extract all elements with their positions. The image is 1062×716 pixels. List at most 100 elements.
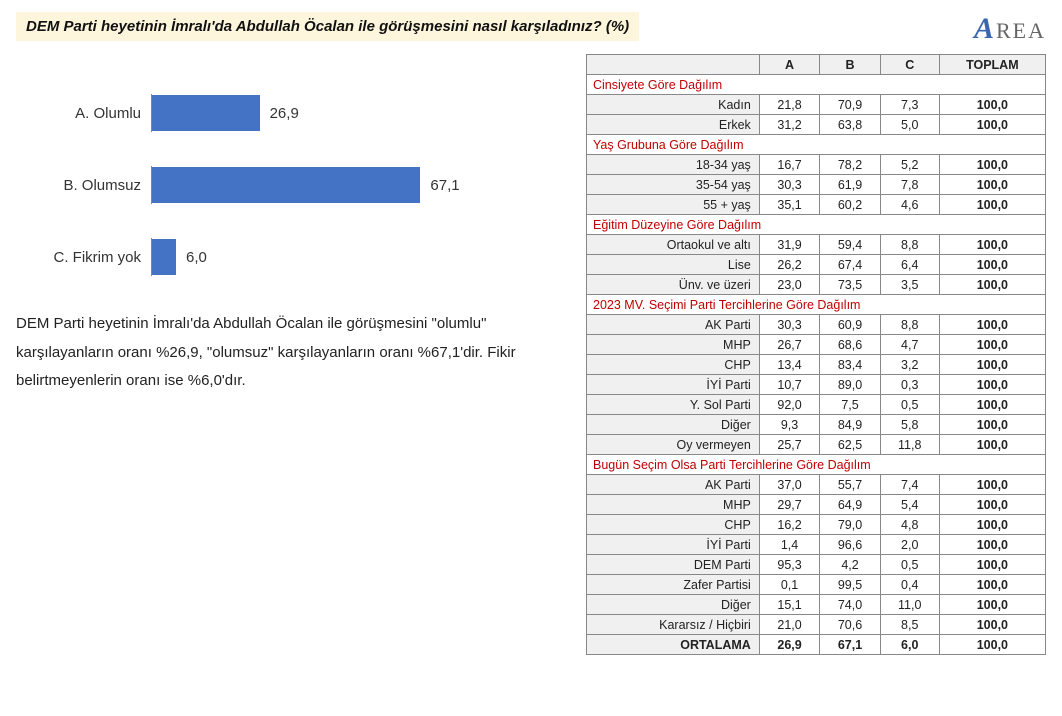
table-row: DEM Parti95,34,20,5100,0 <box>587 555 1046 575</box>
cell-b: 63,8 <box>820 115 880 135</box>
cell-total: 100,0 <box>939 315 1045 335</box>
bar-fill <box>152 239 176 275</box>
cell-a: 16,2 <box>759 515 819 535</box>
cell-total: 100,0 <box>939 395 1045 415</box>
cell-c: 7,4 <box>880 475 939 495</box>
cell-c: 0,4 <box>880 575 939 595</box>
bar-track: 6,0 <box>151 238 566 276</box>
bar-chart: A. Olumlu26,9 B. Olumsuz67,1 C. Fikrim yok… <box>16 94 566 276</box>
logo-rest: REA <box>996 18 1046 43</box>
section-header: 2023 MV. Seçimi Parti Tercihlerine Göre … <box>587 295 1046 315</box>
bar-label: C. Fikrim yok <box>16 249 151 266</box>
bar-row: A. Olumlu26,9 <box>16 94 566 132</box>
logo-letter: A <box>974 12 996 45</box>
table-row: MHP29,764,95,4100,0 <box>587 495 1046 515</box>
table-row: MHP26,768,64,7100,0 <box>587 335 1046 355</box>
row-label: 18-34 yaş <box>587 155 760 175</box>
cell-total: 100,0 <box>939 515 1045 535</box>
summary-text: DEM Parti heyetinin İmralı'da Abdullah Ö… <box>16 310 566 396</box>
avg-label: ORTALAMA <box>587 635 760 655</box>
cell-total: 100,0 <box>939 615 1045 635</box>
section-header: Bugün Seçim Olsa Parti Tercihlerine Göre… <box>587 455 1046 475</box>
cell-total: 100,0 <box>939 255 1045 275</box>
avg-b: 67,1 <box>820 635 880 655</box>
cell-total: 100,0 <box>939 115 1045 135</box>
cell-b: 99,5 <box>820 575 880 595</box>
cell-b: 79,0 <box>820 515 880 535</box>
cell-total: 100,0 <box>939 595 1045 615</box>
cell-c: 5,2 <box>880 155 939 175</box>
cell-b: 61,9 <box>820 175 880 195</box>
cell-a: 92,0 <box>759 395 819 415</box>
cell-total: 100,0 <box>939 555 1045 575</box>
cell-total: 100,0 <box>939 235 1045 255</box>
table-row: 18-34 yaş16,778,25,2100,0 <box>587 155 1046 175</box>
cell-c: 3,5 <box>880 275 939 295</box>
table-row: CHP16,279,04,8100,0 <box>587 515 1046 535</box>
table-row: Diğer15,174,011,0100,0 <box>587 595 1046 615</box>
cell-b: 74,0 <box>820 595 880 615</box>
table-row: AK Parti30,360,98,8100,0 <box>587 315 1046 335</box>
cell-c: 11,8 <box>880 435 939 455</box>
cell-b: 83,4 <box>820 355 880 375</box>
col-header <box>587 55 760 75</box>
cell-c: 4,7 <box>880 335 939 355</box>
cell-b: 70,9 <box>820 95 880 115</box>
cell-c: 11,0 <box>880 595 939 615</box>
cell-c: 7,8 <box>880 175 939 195</box>
cell-total: 100,0 <box>939 415 1045 435</box>
cell-c: 5,8 <box>880 415 939 435</box>
row-label: Ünv. ve üzeri <box>587 275 760 295</box>
row-label: DEM Parti <box>587 555 760 575</box>
cell-b: 60,2 <box>820 195 880 215</box>
table-row: Erkek31,263,85,0100,0 <box>587 115 1046 135</box>
cell-a: 26,7 <box>759 335 819 355</box>
row-label: Oy vermeyen <box>587 435 760 455</box>
cell-b: 7,5 <box>820 395 880 415</box>
avg-c: 6,0 <box>880 635 939 655</box>
cell-c: 0,3 <box>880 375 939 395</box>
cell-b: 73,5 <box>820 275 880 295</box>
cell-total: 100,0 <box>939 375 1045 395</box>
avg-a: 26,9 <box>759 635 819 655</box>
cell-b: 89,0 <box>820 375 880 395</box>
cell-a: 21,8 <box>759 95 819 115</box>
cell-b: 78,2 <box>820 155 880 175</box>
bar-row: B. Olumsuz67,1 <box>16 166 566 204</box>
table-row: İYİ Parti1,496,62,0100,0 <box>587 535 1046 555</box>
row-label: CHP <box>587 515 760 535</box>
cell-a: 23,0 <box>759 275 819 295</box>
cell-a: 1,4 <box>759 535 819 555</box>
cell-total: 100,0 <box>939 275 1045 295</box>
cell-a: 31,9 <box>759 235 819 255</box>
col-header: C <box>880 55 939 75</box>
cell-b: 96,6 <box>820 535 880 555</box>
row-label: 35-54 yaş <box>587 175 760 195</box>
cell-a: 0,1 <box>759 575 819 595</box>
cell-c: 0,5 <box>880 555 939 575</box>
cell-b: 60,9 <box>820 315 880 335</box>
cell-c: 8,5 <box>880 615 939 635</box>
table-row: 35-54 yaş30,361,97,8100,0 <box>587 175 1046 195</box>
cell-a: 30,3 <box>759 175 819 195</box>
cell-a: 16,7 <box>759 155 819 175</box>
cell-c: 4,8 <box>880 515 939 535</box>
cell-a: 37,0 <box>759 475 819 495</box>
section-header: Cinsiyete Göre Dağılım <box>587 75 1046 95</box>
col-header: TOPLAM <box>939 55 1045 75</box>
bar-fill <box>152 95 260 131</box>
cell-b: 59,4 <box>820 235 880 255</box>
cell-a: 31,2 <box>759 115 819 135</box>
cell-c: 7,3 <box>880 95 939 115</box>
bar-value: 26,9 <box>270 105 299 122</box>
bar-track: 67,1 <box>151 166 566 204</box>
cell-a: 15,1 <box>759 595 819 615</box>
cell-a: 21,0 <box>759 615 819 635</box>
cell-total: 100,0 <box>939 575 1045 595</box>
row-label: MHP <box>587 335 760 355</box>
row-label: İYİ Parti <box>587 375 760 395</box>
cell-c: 4,6 <box>880 195 939 215</box>
cell-b: 84,9 <box>820 415 880 435</box>
table-row: Ünv. ve üzeri23,073,53,5100,0 <box>587 275 1046 295</box>
cell-c: 8,8 <box>880 235 939 255</box>
